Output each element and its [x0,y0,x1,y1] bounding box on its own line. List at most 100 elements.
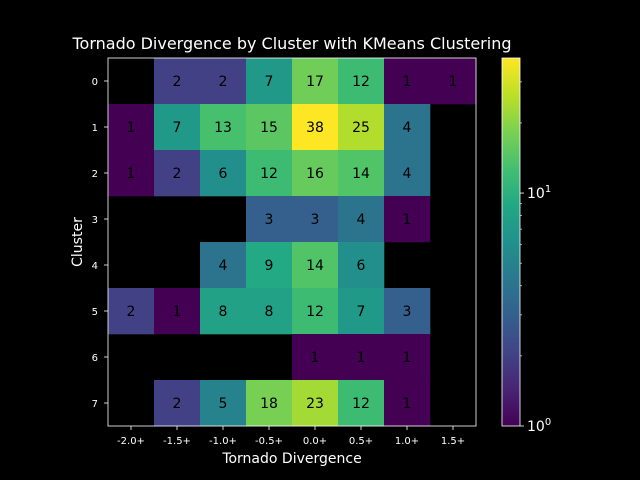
cell-value-label: 3 [311,212,320,228]
cell-value-label: 4 [403,166,412,182]
heatmap-cell [246,380,293,427]
x-tick-label: 0.5+ [349,436,373,447]
heatmap-cell [108,288,155,335]
heatmap-cell [200,380,247,427]
heatmap-cell [338,196,385,243]
heatmap-cell [246,104,293,151]
cell-value-label: 1 [403,350,412,366]
heatmap-cell [200,150,247,197]
cell-value-label: 1 [311,350,320,366]
colorbar-ticks: 100 101 [520,81,551,435]
heatmap-cell [292,380,339,427]
heatmap-cell [384,334,431,381]
cell-value-label: 14 [306,258,324,274]
colorbar-gradient [502,58,520,426]
cell-value-label: 38 [306,120,324,136]
heatmap-cell [108,104,155,151]
heatmap-cell [154,380,201,427]
heatmap-cell [292,196,339,243]
cell-value-label: 15 [260,120,278,136]
x-tick-label: -1.5+ [163,436,191,447]
cell-value-label: 2 [173,166,182,182]
cell-value-label: 3 [403,304,412,320]
heatmap-cell [246,150,293,197]
cell-value-label: 2 [173,396,182,412]
cell-value-label: 18 [260,396,278,412]
heatmap-cell [200,242,247,289]
heatmap-cell [338,58,385,105]
y-tick-label: 3 [92,215,98,226]
heatmap-cell [384,58,431,105]
heatmap-cell [384,150,431,197]
heatmap-cell [292,150,339,197]
heatmap-cell-labels: 2 2 7 17 12 1 11 7 13 15 38 25 41 2 6 12 16 14 43 3 4 14 9 14 62… [127,74,458,412]
cell-value-label: 14 [352,166,370,182]
heatmap-cell [246,288,293,335]
colorbar-frame [501,57,521,427]
heatmap-cell [338,242,385,289]
cell-value-label: 1 [127,166,136,182]
cell-value-label: 5 [219,396,228,412]
cell-value-label: 8 [219,304,228,320]
plot-frame [107,57,477,427]
cell-value-label: 1 [173,304,182,320]
cell-value-label: 12 [306,304,324,320]
cell-value-label: 25 [352,120,370,136]
heatmap-cell [338,288,385,335]
cell-value-label: 23 [306,396,324,412]
y-tick-label: 2 [92,169,98,180]
x-axis-label: Tornado Divergence [221,451,361,467]
y-axis-label: Cluster [70,217,86,267]
x-tick-label: 1.5+ [441,436,465,447]
heatmap-cell [200,288,247,335]
cell-value-label: 6 [219,166,228,182]
colorbar-tick-label: 101 [527,184,551,202]
cell-value-label: 13 [214,120,232,136]
heatmap-cell [292,242,339,289]
cell-value-label: 1 [127,120,136,136]
cell-value-label: 12 [352,74,370,90]
chart-title: Tornado Divergence by Cluster with KMean… [71,34,511,53]
heatmap-cell [338,334,385,381]
y-tick-label: 7 [92,399,98,410]
y-axis: 0 1 2 3 4 5 6 7 [92,77,108,410]
heatmap-cell [154,58,201,105]
x-tick-label: 0.0+ [303,436,327,447]
heatmap-cell [338,104,385,151]
heatmap-cell [430,58,477,105]
heatmap-cell [154,288,201,335]
cell-value-label: 4 [403,120,412,136]
heatmap-cell [338,380,385,427]
cell-value-label: 7 [173,120,182,136]
cell-value-label: 7 [357,304,366,320]
y-tick-label: 1 [92,123,98,134]
cell-value-label: 1 [449,74,458,90]
heatmap-cell [108,150,155,197]
heatmap-cell [384,196,431,243]
heatmap-cell [154,150,201,197]
heatmap-cell [292,334,339,381]
heatmap-cell [384,104,431,151]
heatmap-cell [200,58,247,105]
cell-value-label: 3 [265,212,274,228]
colorbar-tick-label: 100 [527,417,551,435]
heatmap-cell [246,58,293,105]
cell-value-label: 12 [352,396,370,412]
cell-value-label: 7 [265,74,274,90]
cell-value-label: 12 [260,166,278,182]
heatmap-cell [384,288,431,335]
x-tick-label: -1.0+ [209,436,237,447]
cell-value-label: 8 [265,304,274,320]
cell-value-label: 1 [403,396,412,412]
heatmap-cell [338,150,385,197]
heatmap-cell [292,104,339,151]
x-tick-label: -2.0+ [117,436,145,447]
y-tick-label: 4 [92,261,98,272]
cell-value-label: 1 [357,350,366,366]
x-tick-label: 1.0+ [395,436,419,447]
heatmap-cell [292,288,339,335]
y-tick-label: 0 [92,77,98,88]
y-tick-label: 5 [92,307,98,318]
heatmap-cell [292,58,339,105]
